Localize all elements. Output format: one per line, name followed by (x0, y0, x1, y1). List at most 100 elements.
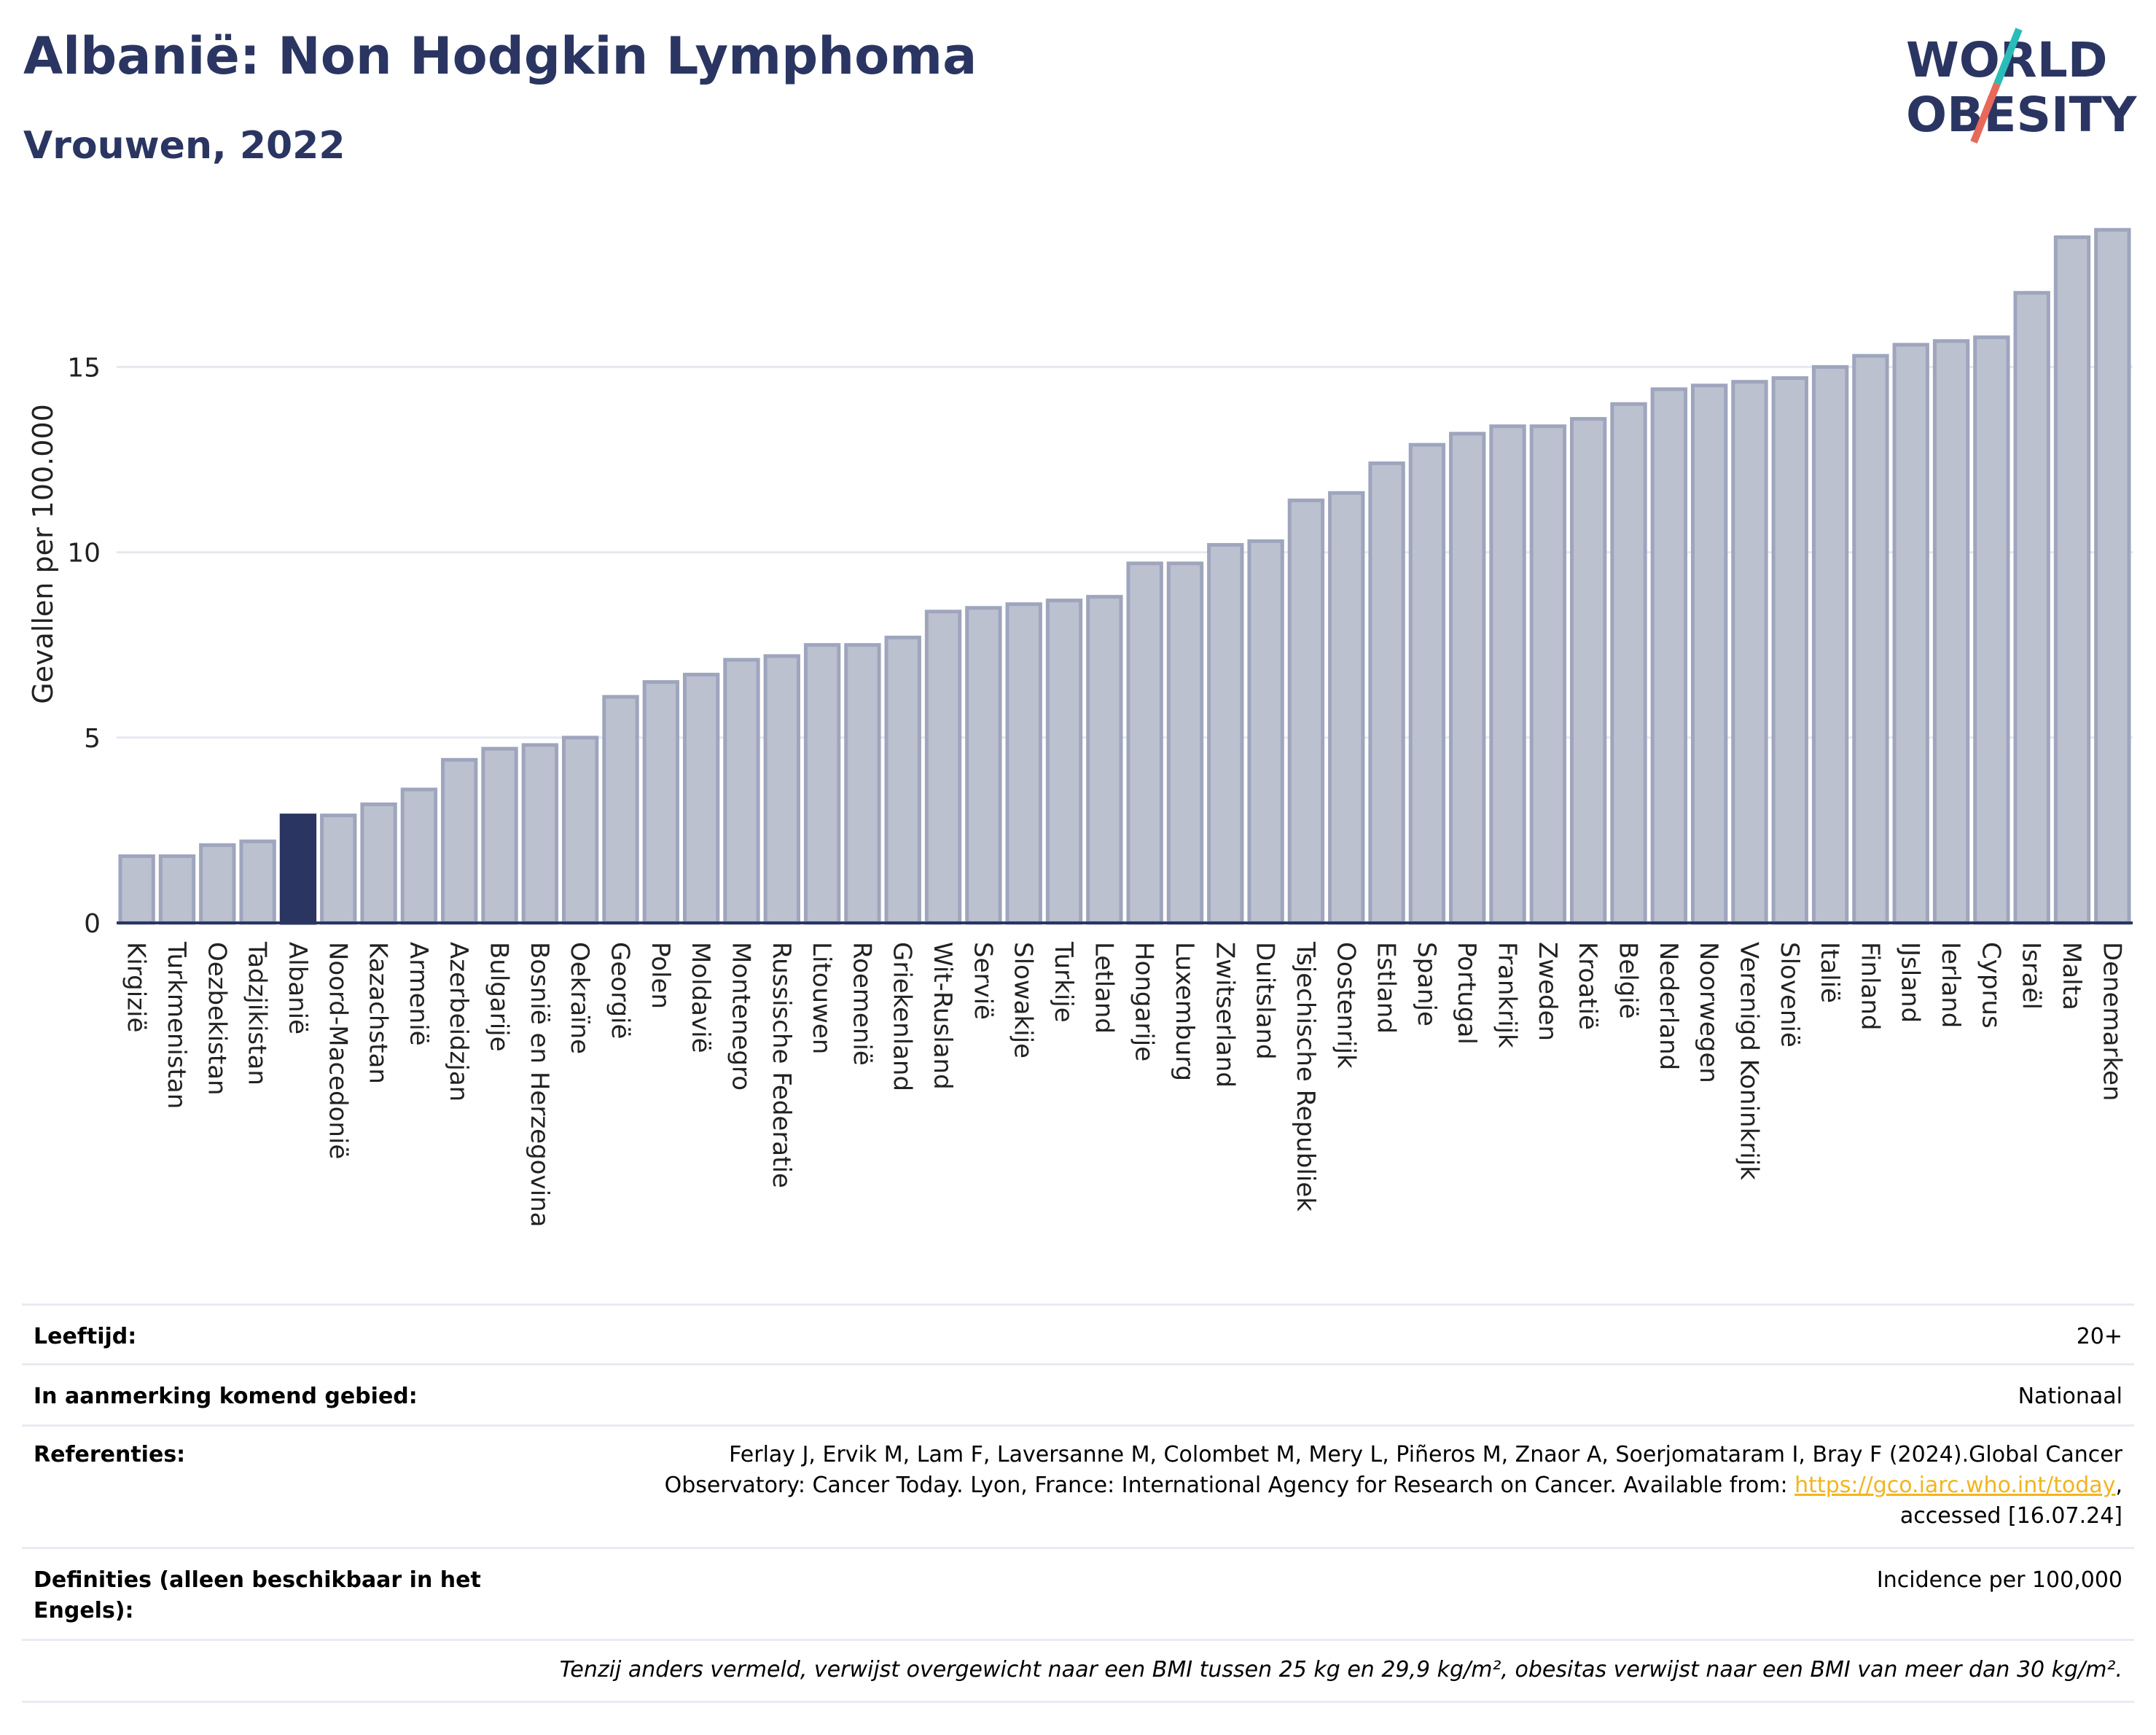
logo-slash-top (1993, 28, 2023, 85)
bar (1449, 432, 1486, 925)
bar (1731, 380, 1768, 925)
bar (199, 843, 236, 925)
bar (239, 839, 276, 925)
info-row-footnote: Tenzij anders vermeld, verwijst overgewi… (22, 1639, 2134, 1703)
bar (723, 658, 760, 925)
y-tick-label: 0 (84, 909, 101, 939)
bar (118, 854, 155, 925)
bar (602, 695, 639, 925)
x-tick-label: Ierland (1936, 942, 1965, 1028)
x-tick-label: Kroatië (1573, 942, 1602, 1030)
bar (521, 743, 559, 925)
reference-link[interactable]: https://gco.iarc.who.int/today (1794, 1473, 2116, 1498)
info-row-definitions: Definities (alleen beschikbaar in het En… (22, 1547, 2134, 1641)
reference-line-1: Ferlay J, Ervik M, Lam F, Laversanne M, … (729, 1442, 2122, 1467)
bar (1328, 491, 1365, 925)
bar (158, 854, 196, 925)
bar (1287, 498, 1325, 925)
x-tick-label: Moldavië (686, 942, 715, 1053)
y-tick-labels: 0 5 10 15 (67, 353, 101, 939)
bar (1529, 424, 1567, 925)
bar-chart: 0 5 10 15 Kirgizië Turkmenistan Oezbekistan Ta… (27, 227, 2133, 1227)
info-row-references: Referenties: Ferlay J, Ervik M, Lam F, L… (22, 1424, 2134, 1549)
x-tick-label: Duitsland (1251, 942, 1280, 1060)
bar (1247, 539, 1284, 925)
x-tick-label: Albanië (283, 942, 312, 1034)
x-tick-label: Kazachstan (364, 942, 393, 1084)
bar (1690, 383, 1728, 925)
y-tick-label: 10 (67, 539, 101, 569)
bar (360, 802, 397, 925)
references-label: Referenties: (34, 1442, 186, 1467)
bar (1811, 364, 1849, 925)
bar (924, 609, 962, 925)
x-tick-label: Nederland (1654, 942, 1683, 1070)
x-tick-label: Portugal (1452, 942, 1481, 1045)
bars (117, 227, 2133, 925)
reference-line-3: accessed [16.07.24] (1899, 1503, 2122, 1529)
x-tick-label: Montenegro (726, 942, 755, 1091)
x-tick-label: Oostenrijk (1331, 942, 1360, 1069)
reference-line-2: Observatory: Cancer Today. Lyon, France:… (665, 1470, 2122, 1501)
bar (642, 680, 680, 925)
bar (1610, 402, 1647, 925)
x-tick-label: Roemenië (847, 942, 876, 1066)
x-tick-label: Bosnië en Herzegovina (525, 942, 554, 1227)
x-tick-label: Noorwegen (1694, 942, 1723, 1083)
bar (1973, 335, 2010, 925)
bar (1852, 354, 1889, 925)
world-obesity-logo: WORLD OBESITY (1906, 28, 2138, 144)
x-tick-label: Denemarken (2097, 942, 2126, 1101)
bar (803, 643, 841, 925)
bar (1207, 542, 1244, 925)
bar (1408, 442, 1446, 925)
bar (965, 606, 1002, 925)
bar (2094, 227, 2131, 925)
x-tick-label: Cyprus (1976, 942, 2005, 1029)
age-label: Leeftijd: (34, 1324, 137, 1349)
bar (481, 746, 518, 925)
bar (884, 636, 921, 925)
bar (1005, 602, 1042, 925)
x-tick-label: Georgië (606, 942, 635, 1039)
x-tick-label: Finland (1855, 942, 1884, 1031)
x-tick-label: Armenië (404, 942, 433, 1046)
x-tick-label: Slovenië (1775, 942, 1804, 1048)
x-tick-label: Noord-Macedonië (323, 942, 352, 1159)
x-tick-label: Bulgarije (485, 942, 514, 1052)
bar (1650, 387, 1688, 925)
bar (1126, 561, 1163, 925)
x-tick-label: Azerbeidzjan (444, 942, 473, 1102)
reference-line-2-end: , (2115, 1473, 2122, 1498)
x-tick-label: Zweden (1533, 942, 1562, 1041)
x-tick-label: Oezbekistan (202, 942, 231, 1096)
bar (1489, 424, 1526, 925)
x-tick-label: Turkmenistan (162, 941, 191, 1109)
bar (400, 787, 438, 925)
page-title: Albanië: Non Hodgkin Lymphoma (23, 26, 977, 86)
logo-slash-bottom (1970, 82, 2001, 144)
y-tick-label: 5 (84, 724, 101, 754)
x-tick-label: Tadzjikistan (243, 941, 272, 1085)
x-tick-label: Verenigd Koninkrijk (1734, 942, 1763, 1180)
x-tick-label: Kirgizië (122, 942, 151, 1032)
x-tick-label: Wit-Rusland (928, 942, 957, 1090)
bar (1086, 595, 1123, 925)
y-axis-label: Gevallen per 100.000 (27, 404, 59, 704)
bar (441, 757, 478, 925)
definitions-value: Incidence per 100,000 (1876, 1567, 2122, 1593)
bar (1368, 461, 1405, 925)
x-tick-label: Letland (1089, 942, 1118, 1034)
x-tick-label: België (1614, 942, 1643, 1019)
bar (561, 736, 599, 925)
x-tick-label: Malta (2057, 942, 2086, 1010)
bar (2053, 235, 2091, 925)
bar (844, 643, 881, 925)
x-tick-label: Russische Federatie (767, 942, 796, 1188)
bar (1045, 599, 1083, 925)
x-tick-label: Hongarije (1130, 942, 1159, 1061)
references-value: Ferlay J, Ervik M, Lam F, Laversanne M, … (665, 1440, 2122, 1532)
logo-line2: OBESITY (1906, 87, 2138, 143)
bar (1771, 376, 1808, 925)
x-tick-label: Israël (2017, 942, 2046, 1010)
